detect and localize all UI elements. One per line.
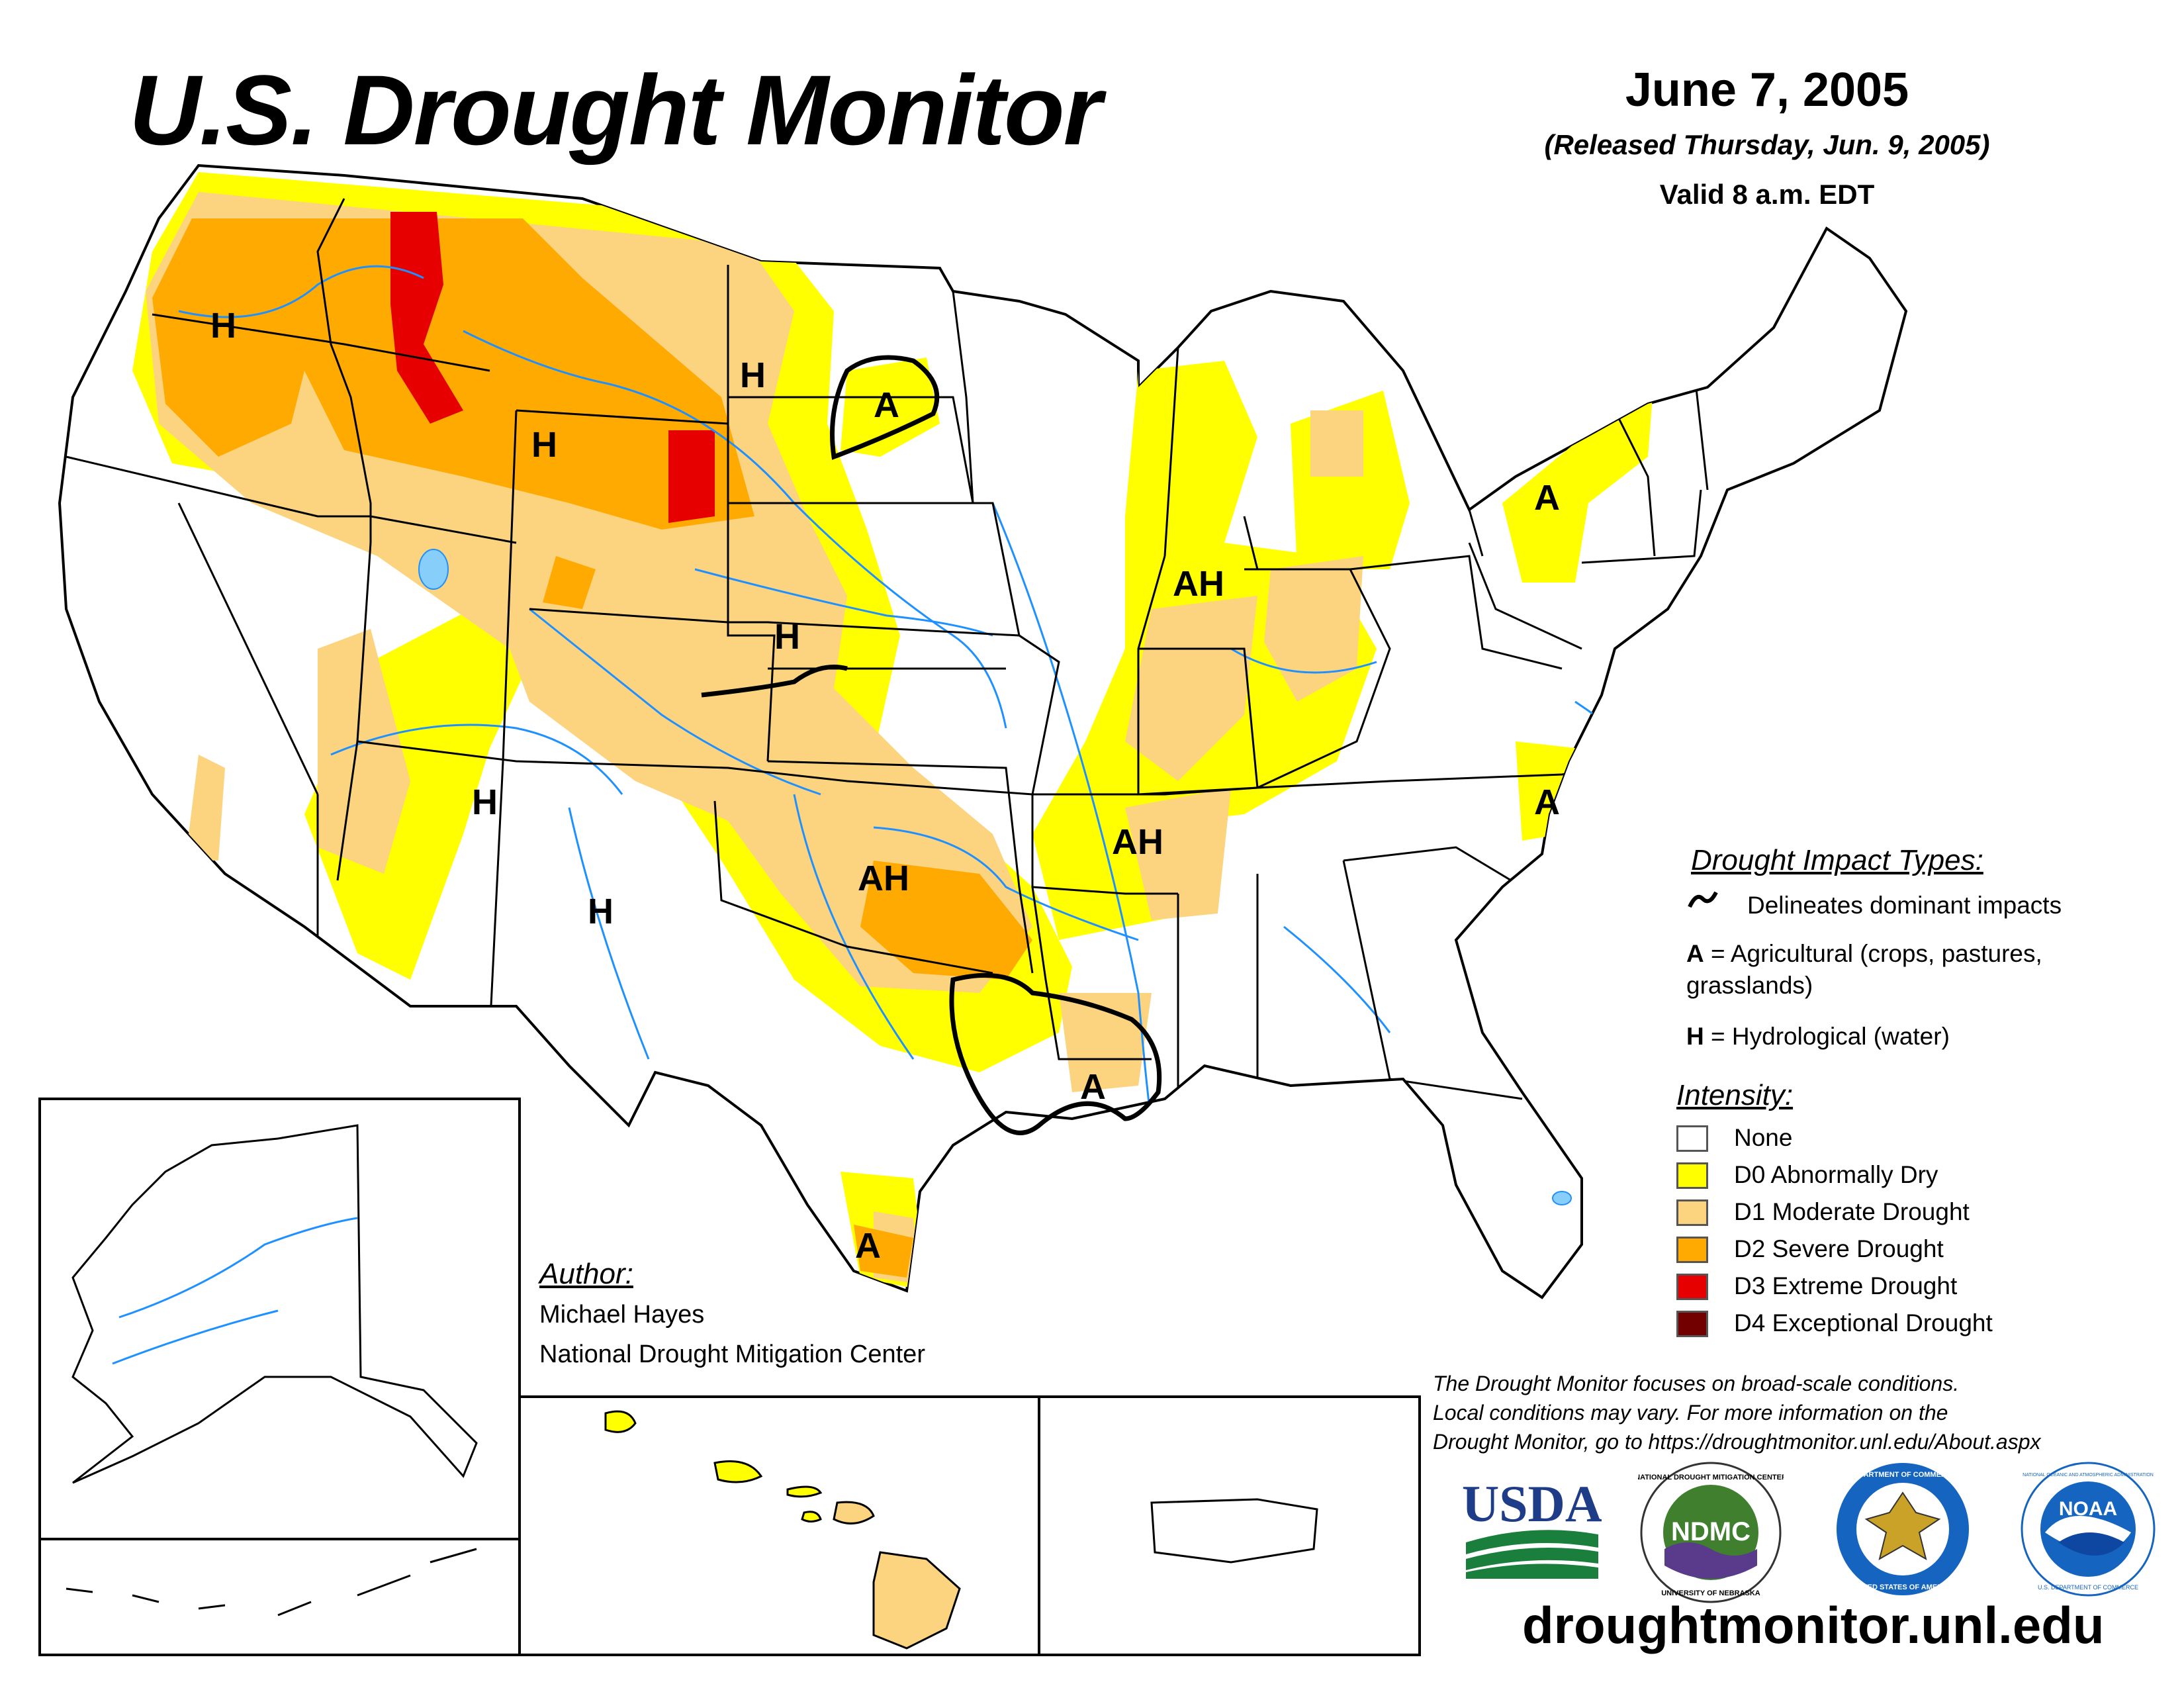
intensity-swatch	[1676, 1199, 1708, 1226]
delineation-legend-text: Delineates dominant impacts	[1747, 892, 2062, 919]
svg-text:NATIONAL DROUGHT MITIGATION CE: NATIONAL DROUGHT MITIGATION CENTER	[1638, 1474, 1784, 1481]
impact-delineation-lines	[701, 355, 1162, 1135]
rivers	[178, 265, 1655, 1126]
label-h-new-mexico: H	[588, 892, 614, 931]
author-name: Michael Hayes	[539, 1301, 705, 1329]
svg-text:UNITED STATES OF AMERICA: UNITED STATES OF AMERICA	[1850, 1583, 1955, 1591]
agricultural-desc-1: = Agricultural (crops, pastures,	[1704, 940, 2042, 967]
label-a-new-york: A	[1534, 478, 1560, 518]
hydrological-desc: = Hydrological (water)	[1704, 1023, 1950, 1050]
d3-areas	[390, 212, 715, 523]
map-date: June 7, 2005	[1625, 64, 1909, 117]
agricultural-legend: A = Agricultural (crops, pastures,	[1686, 940, 2042, 968]
website-url[interactable]: droughtmonitor.unl.edu	[1522, 1596, 2105, 1654]
intensity-swatch	[1676, 1125, 1708, 1152]
label-a-north-dakota: A	[874, 385, 899, 425]
label-ah-arkansas: AH	[1112, 822, 1163, 862]
inset-frames	[38, 1098, 1421, 1656]
alaska-inset	[66, 1124, 478, 1617]
release-date: (Released Thursday, Jun. 9, 2005)	[1544, 129, 1990, 160]
label-h-montana: H	[740, 355, 766, 395]
intensity-label: D0 Abnormally Dry	[1734, 1161, 1938, 1188]
valid-time: Valid 8 a.m. EDT	[1659, 179, 1875, 210]
commerce-logo: DEPARTMENT OF COMMERCE UNITED STATES OF …	[1837, 1463, 1969, 1595]
usda-logo: USDA	[1463, 1475, 1602, 1579]
intensity-label: D3 Extreme Drought	[1734, 1272, 1958, 1299]
disclaimer: The Drought Monitor focuses on broad-sca…	[1433, 1369, 2174, 1456]
intensity-label: D2 Severe Drought	[1734, 1235, 1944, 1262]
page-title: U.S. Drought Monitor	[129, 54, 1102, 165]
ndmc-logo: NDMC NATIONAL DROUGHT MITIGATION CENTER …	[1638, 1462, 1784, 1603]
disclaimer-line-2: Local conditions may vary. For more info…	[1433, 1401, 1948, 1425]
label-h-pacific-nw: H	[210, 306, 236, 346]
intensity-swatch	[1676, 1237, 1708, 1263]
hydrological-legend: H = Hydrological (water)	[1686, 1023, 1950, 1051]
label-h-colorado: H	[774, 617, 800, 657]
intensity-swatch	[1676, 1274, 1708, 1300]
label-ah-illinois: AH	[1173, 564, 1224, 604]
svg-text:USDA: USDA	[1463, 1475, 1602, 1532]
hawaii-inset	[604, 1410, 961, 1650]
agricultural-desc-2: grasslands)	[1686, 972, 1813, 999]
intensity-label: None	[1734, 1124, 1793, 1151]
intensity-swatch	[1676, 1162, 1708, 1189]
intensity-swatch	[1676, 1311, 1708, 1337]
disclaimer-line-1: The Drought Monitor focuses on broad-sca…	[1433, 1372, 1960, 1395]
intensity-label: D1 Moderate Drought	[1734, 1198, 1970, 1225]
disclaimer-line-3: Drought Monitor, go to https://droughtmo…	[1433, 1430, 2041, 1454]
noaa-logo: NOAA NATIONAL OCEANIC AND ATMOSPHERIC AD…	[2021, 1462, 2156, 1597]
svg-text:U.S. DEPARTMENT OF COMMERCE: U.S. DEPARTMENT OF COMMERCE	[2038, 1584, 2138, 1591]
intensity-heading: Intensity:	[1676, 1079, 1794, 1111]
svg-text:NDMC: NDMC	[1671, 1517, 1751, 1546]
puerto-rico-inset	[1150, 1498, 1318, 1564]
label-a-north-carolina: A	[1534, 782, 1560, 822]
intensity-label: D4 Exceptional Drought	[1734, 1309, 1993, 1336]
label-ah-oklahoma: AH	[858, 859, 909, 898]
label-a-louisiana: A	[1080, 1067, 1106, 1107]
label-h-wyoming: H	[531, 425, 557, 465]
state-boundaries	[66, 198, 1709, 1100]
hydrological-key: H	[1686, 1023, 1704, 1050]
svg-text:NATIONAL OCEANIC AND ATMOSPHER: NATIONAL OCEANIC AND ATMOSPHERIC ADMINIS…	[2023, 1473, 2154, 1477]
svg-text:NOAA: NOAA	[2059, 1498, 2117, 1520]
map-labels: H H A H A AH H H H AH AH A A A	[210, 306, 1560, 1266]
author-heading: Author:	[539, 1258, 633, 1290]
delineation-line-icon	[1688, 891, 1718, 908]
label-h-arizona: H	[472, 782, 498, 822]
label-a-south-texas: A	[855, 1226, 881, 1266]
svg-text:DEPARTMENT OF COMMERCE: DEPARTMENT OF COMMERCE	[1849, 1471, 1956, 1479]
author-organization: National Drought Mitigation Center	[539, 1340, 925, 1368]
impact-types-heading: Drought Impact Types:	[1691, 844, 1983, 876]
svg-text:UNIVERSITY OF NEBRASKA: UNIVERSITY OF NEBRASKA	[1661, 1589, 1760, 1597]
agricultural-key: A	[1686, 940, 1704, 967]
